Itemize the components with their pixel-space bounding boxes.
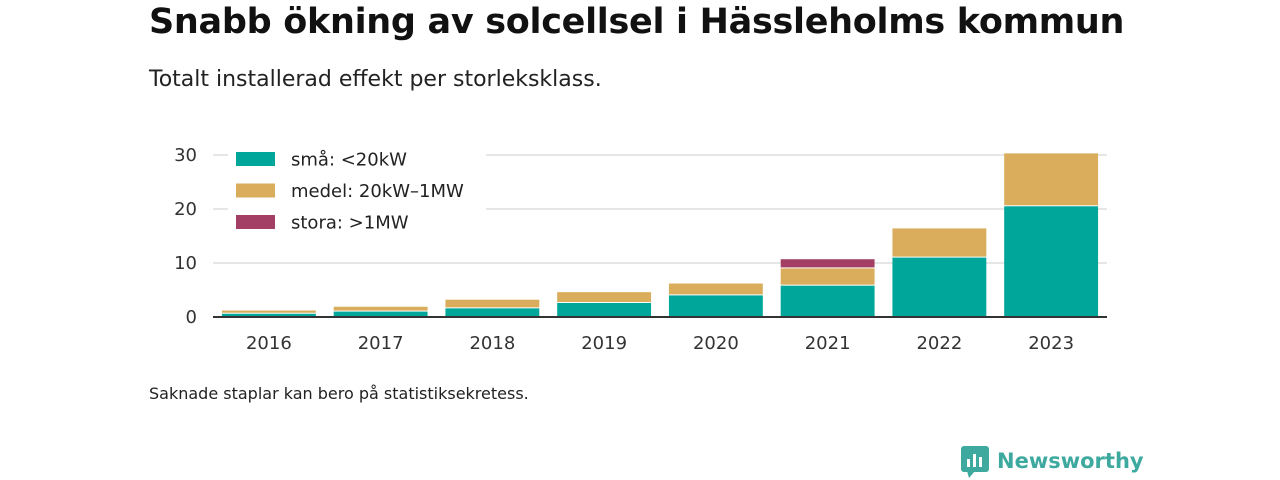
legend-label: små: <20kW <box>291 150 407 171</box>
bar-2017-series-0 <box>333 311 428 317</box>
legend-swatch <box>236 215 275 229</box>
y-tick-label: 30 <box>174 145 197 166</box>
bar-2016-series-1 <box>221 310 316 313</box>
x-tick-label: 2017 <box>358 333 404 354</box>
bar-2016-series-0 <box>221 313 316 317</box>
bar-2022-series-0 <box>892 257 987 317</box>
bar-2021-series-1 <box>780 268 875 285</box>
bar-2019-series-0 <box>557 302 652 317</box>
x-tick-label: 2023 <box>1028 333 1074 354</box>
bar-2018-series-1 <box>445 299 540 308</box>
legend-label: stora: >1MW <box>291 213 409 234</box>
legend-swatch <box>236 183 275 198</box>
y-tick-label: 0 <box>186 307 197 328</box>
x-tick-label: 2018 <box>469 333 515 354</box>
chart-subtitle: Totalt installerad effekt per storlekskl… <box>149 67 602 92</box>
chart-title: Snabb ökning av solcellsel i Hässleholms… <box>149 2 1125 42</box>
bar-2022-series-1 <box>892 228 987 257</box>
bar-2020-series-1 <box>668 283 763 295</box>
x-tick-label: 2021 <box>805 333 851 354</box>
legend: små: <20kW medel: 20kW–1MW stora: >1MW <box>228 146 486 238</box>
y-tick-labels: 0 10 20 30 <box>174 145 197 328</box>
bar-2019-series-1 <box>557 292 652 302</box>
bar-2021-series-0 <box>780 285 875 317</box>
x-tick-label: 2020 <box>693 333 739 354</box>
x-tick-label: 2019 <box>581 333 627 354</box>
legend-swatch <box>236 152 275 166</box>
bar-2021-series-2 <box>780 259 875 268</box>
brand-name: Newsworthy <box>997 449 1144 473</box>
bars <box>221 153 1099 317</box>
legend-label: medel: 20kW–1MW <box>291 181 464 202</box>
x-tick-label: 2022 <box>916 333 962 354</box>
y-tick-label: 20 <box>174 199 197 220</box>
bar-2018-series-0 <box>445 308 540 317</box>
bar-2017-series-1 <box>333 306 428 311</box>
bar-2020-series-0 <box>668 295 763 317</box>
x-tick-label: 2016 <box>246 333 292 354</box>
footnote: Saknade staplar kan bero på statistiksek… <box>149 384 529 403</box>
newsworthy-logo-icon <box>961 446 989 478</box>
x-tick-labels: 2016 2017 2018 2019 2020 2021 2022 2023 <box>246 333 1074 354</box>
bar-2023-series-0 <box>1004 206 1099 317</box>
y-tick-label: 10 <box>174 253 197 274</box>
brand: Newsworthy <box>961 446 1144 480</box>
bar-2023-series-1 <box>1004 153 1099 206</box>
bar-chart: 0 10 20 30 2016 2017 2018 2019 2020 2021 2022 2023… <box>174 145 1107 354</box>
